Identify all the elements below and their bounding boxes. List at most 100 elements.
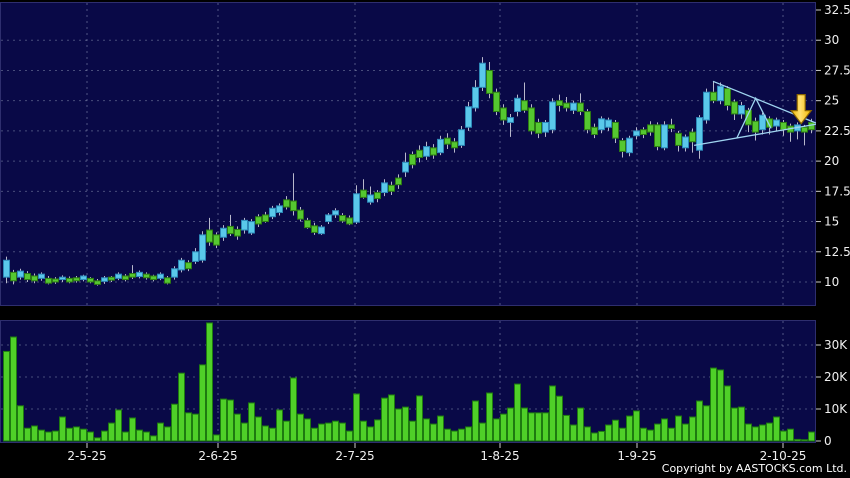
volume-bar	[136, 429, 143, 442]
volume-bar	[717, 369, 724, 442]
date-axis-label: 1-8-25	[480, 449, 519, 463]
candle-body	[94, 280, 101, 285]
volume-bar	[458, 428, 465, 442]
candle-body	[479, 62, 486, 88]
price-axis-label: 22.5	[824, 124, 850, 138]
candle-body	[570, 102, 577, 111]
volume-bar	[416, 395, 423, 442]
candle-body	[458, 129, 465, 146]
volume-bar	[675, 415, 682, 442]
volume-bar	[10, 336, 17, 442]
candle-body	[591, 126, 598, 136]
volume-bar	[493, 418, 500, 442]
candle-body	[738, 105, 745, 115]
volume-bar	[808, 431, 815, 442]
annotations	[693, 80, 817, 147]
candle-body	[325, 214, 332, 223]
candle-body	[675, 132, 682, 146]
candle-body	[136, 271, 143, 278]
candle-body	[647, 124, 654, 133]
volume-bar	[535, 412, 542, 442]
volume-bar	[248, 402, 255, 442]
down-arrow-icon	[789, 94, 813, 125]
candle-body	[353, 193, 360, 223]
volume-bar	[360, 420, 367, 442]
candlesticks	[3, 57, 815, 286]
volume-bar	[290, 377, 297, 442]
volume-bar	[381, 397, 388, 442]
candle-body	[563, 102, 570, 109]
price-axis-label: 25	[824, 94, 839, 108]
candle-body	[178, 259, 185, 271]
volume-bar	[507, 407, 514, 442]
candle-body	[626, 137, 633, 154]
volume-bar	[409, 420, 416, 442]
candle-body	[129, 273, 136, 278]
candle-body	[157, 273, 164, 279]
candle-body	[486, 69, 493, 94]
candle-body	[45, 277, 52, 284]
candle-body	[248, 221, 255, 234]
volume-bar	[752, 426, 759, 442]
candle-body	[598, 118, 605, 131]
volume-bar	[115, 409, 122, 442]
candle-body	[381, 182, 388, 194]
volume-bar	[633, 410, 640, 442]
volume-bar	[612, 419, 619, 442]
candle-body	[682, 136, 689, 149]
candle-body	[87, 277, 94, 283]
volume-bar	[213, 434, 220, 442]
candle-body	[115, 273, 122, 279]
volume-bar	[549, 385, 556, 442]
volume-bar	[479, 422, 486, 442]
volume-bar	[108, 422, 115, 442]
candle-body	[409, 153, 416, 166]
volume-bar	[31, 425, 38, 442]
candle-body	[654, 124, 661, 148]
volume-bar	[514, 383, 521, 442]
volume-bar	[703, 405, 710, 442]
candle-body	[661, 124, 668, 149]
volume-bar	[647, 429, 654, 442]
volume-bar	[171, 403, 178, 442]
volume-bar	[66, 427, 73, 442]
candle-body	[150, 275, 157, 281]
volume-axis-label: 20K	[824, 370, 848, 384]
volume-bar	[374, 419, 381, 442]
candle-body	[73, 277, 80, 282]
volume-bar	[38, 429, 45, 442]
price-axis-label: 27.5	[824, 63, 850, 77]
candle-body	[633, 130, 640, 137]
volume-bar	[626, 415, 633, 442]
volume-bars	[3, 322, 815, 442]
volume-bar	[283, 420, 290, 442]
candle-body	[290, 200, 297, 212]
volume-bar	[591, 432, 598, 442]
volume-axis-label: 30K	[824, 338, 848, 352]
candle-body	[143, 273, 150, 279]
volume-bar	[52, 430, 59, 442]
candle-body	[199, 234, 206, 261]
volume-bar	[80, 428, 87, 442]
price-gridlines: 32.5 30 27.5 25 22.5 20 17.5 15 12.5 10	[1, 3, 850, 289]
volume-bar	[45, 431, 52, 442]
date-axis-label: 1-9-25	[617, 449, 656, 463]
candle-body	[164, 277, 171, 284]
volume-bar	[584, 426, 591, 442]
volume-bar	[59, 416, 66, 442]
candle-body	[395, 177, 402, 186]
volume-bar	[486, 392, 493, 442]
volume-bar	[185, 412, 192, 442]
candle-body	[619, 140, 626, 152]
candle-body	[59, 276, 66, 281]
price-axis-label: 15	[824, 215, 839, 229]
candle-body	[556, 100, 563, 107]
candle-body	[185, 262, 192, 270]
volume-bar	[122, 431, 129, 442]
candle-body	[10, 271, 17, 282]
volume-bar	[101, 430, 108, 442]
candle-body	[227, 225, 234, 235]
volume-bar	[339, 422, 346, 442]
candle-body	[80, 275, 87, 281]
volume-bar	[731, 407, 738, 442]
